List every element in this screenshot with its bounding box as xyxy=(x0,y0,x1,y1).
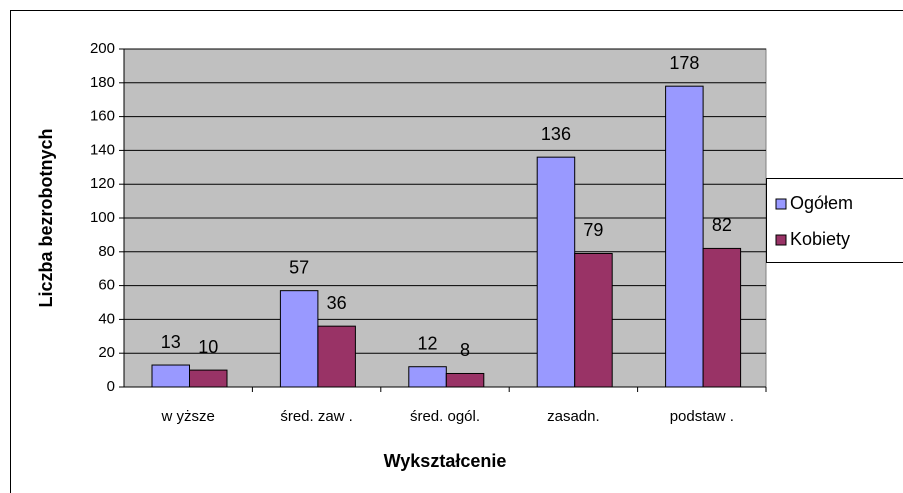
value-label: 12 xyxy=(418,333,438,353)
x-tick-label: w yższe xyxy=(161,408,215,425)
y-tick-label: 80 xyxy=(98,243,115,260)
y-tick-label: 180 xyxy=(90,74,115,91)
bar xyxy=(665,85,704,388)
bar xyxy=(702,247,742,388)
y-axis-title: Liczba bezrobotnych xyxy=(36,128,56,307)
bar xyxy=(189,369,228,388)
y-tick-label: 120 xyxy=(90,175,115,192)
y-tick-label: 40 xyxy=(98,310,115,327)
value-label: 79 xyxy=(583,220,603,240)
legend-swatch xyxy=(775,198,787,210)
y-tick-label: 140 xyxy=(90,141,115,158)
x-tick-label: zasadn. xyxy=(547,408,600,425)
x-axis-title: Wykształcenie xyxy=(384,451,507,471)
x-tick-label: podstaw . xyxy=(670,408,734,425)
value-label: 178 xyxy=(669,53,699,73)
bar xyxy=(536,156,576,388)
y-tick-label: 0 xyxy=(107,378,115,395)
bar xyxy=(317,325,356,388)
value-label: 82 xyxy=(712,215,732,235)
y-tick-label: 160 xyxy=(90,108,115,125)
value-label: 136 xyxy=(541,124,571,144)
value-label: 57 xyxy=(289,257,309,277)
value-label: 8 xyxy=(460,340,470,360)
y-tick-label: 20 xyxy=(98,344,115,361)
legend-box xyxy=(766,178,903,263)
y-tick-label: 200 xyxy=(90,40,115,57)
bar xyxy=(408,366,447,388)
bar xyxy=(151,364,190,388)
y-tick-label: 100 xyxy=(90,209,115,226)
x-tick-label: śred. ogól. xyxy=(410,408,480,425)
x-tick-label: śred. zaw . xyxy=(280,408,353,425)
bar xyxy=(279,290,319,388)
bar xyxy=(574,252,613,388)
value-label: 13 xyxy=(161,332,181,352)
bar xyxy=(445,372,485,388)
legend-label: Kobiety xyxy=(790,229,850,249)
y-tick-label: 60 xyxy=(98,277,115,294)
value-label: 10 xyxy=(198,337,218,357)
legend-swatch xyxy=(775,234,787,246)
legend-label: Ogółem xyxy=(790,193,853,213)
value-label: 36 xyxy=(327,293,347,313)
